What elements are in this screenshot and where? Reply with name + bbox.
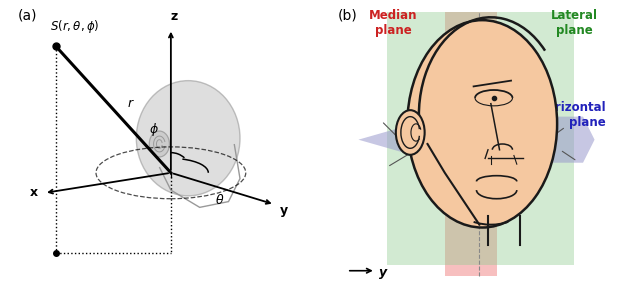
Ellipse shape xyxy=(136,81,240,196)
Polygon shape xyxy=(445,12,497,276)
Text: Horizontal
plane: Horizontal plane xyxy=(538,101,606,129)
Text: (b): (b) xyxy=(339,9,358,23)
Ellipse shape xyxy=(149,131,170,157)
Text: $S(r,\theta,\phi)$: $S(r,\theta,\phi)$ xyxy=(50,18,99,35)
Text: $\theta$: $\theta$ xyxy=(215,193,225,207)
Text: (a): (a) xyxy=(18,9,38,23)
Text: y: y xyxy=(280,204,289,217)
Polygon shape xyxy=(387,12,575,265)
Text: $\phi$: $\phi$ xyxy=(148,121,159,138)
Text: y: y xyxy=(379,266,387,279)
Text: z: z xyxy=(170,10,177,23)
Text: x: x xyxy=(30,186,38,200)
Ellipse shape xyxy=(396,110,425,155)
Ellipse shape xyxy=(408,20,557,228)
Polygon shape xyxy=(358,117,595,163)
Text: r: r xyxy=(128,97,133,110)
Text: Lateral
plane: Lateral plane xyxy=(551,9,598,37)
Text: Median
plane: Median plane xyxy=(369,9,417,37)
